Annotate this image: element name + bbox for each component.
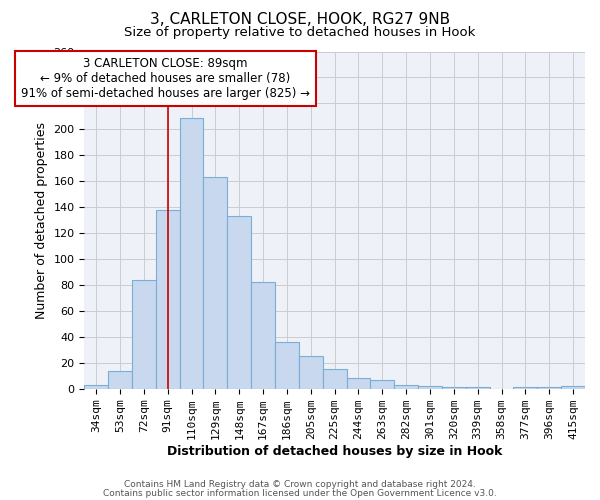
Bar <box>203 178 227 388</box>
Bar <box>275 342 299 388</box>
Bar <box>179 118 203 388</box>
Text: Contains HM Land Registry data © Crown copyright and database right 2024.: Contains HM Land Registry data © Crown c… <box>124 480 476 489</box>
Text: Size of property relative to detached houses in Hook: Size of property relative to detached ho… <box>124 26 476 39</box>
Bar <box>84 385 108 388</box>
Bar <box>347 378 370 388</box>
Bar <box>561 386 585 388</box>
Bar <box>132 280 156 388</box>
X-axis label: Distribution of detached houses by size in Hook: Distribution of detached houses by size … <box>167 444 502 458</box>
Text: 3, CARLETON CLOSE, HOOK, RG27 9NB: 3, CARLETON CLOSE, HOOK, RG27 9NB <box>150 12 450 28</box>
Bar <box>394 385 418 388</box>
Bar <box>156 210 179 388</box>
Bar <box>370 380 394 388</box>
Bar <box>251 282 275 389</box>
Bar <box>418 386 442 388</box>
Bar <box>227 216 251 388</box>
Bar <box>323 370 347 388</box>
Y-axis label: Number of detached properties: Number of detached properties <box>35 122 47 318</box>
Text: Contains public sector information licensed under the Open Government Licence v3: Contains public sector information licen… <box>103 488 497 498</box>
Bar <box>299 356 323 388</box>
Bar <box>108 370 132 388</box>
Text: 3 CARLETON CLOSE: 89sqm
← 9% of detached houses are smaller (78)
91% of semi-det: 3 CARLETON CLOSE: 89sqm ← 9% of detached… <box>21 56 310 100</box>
